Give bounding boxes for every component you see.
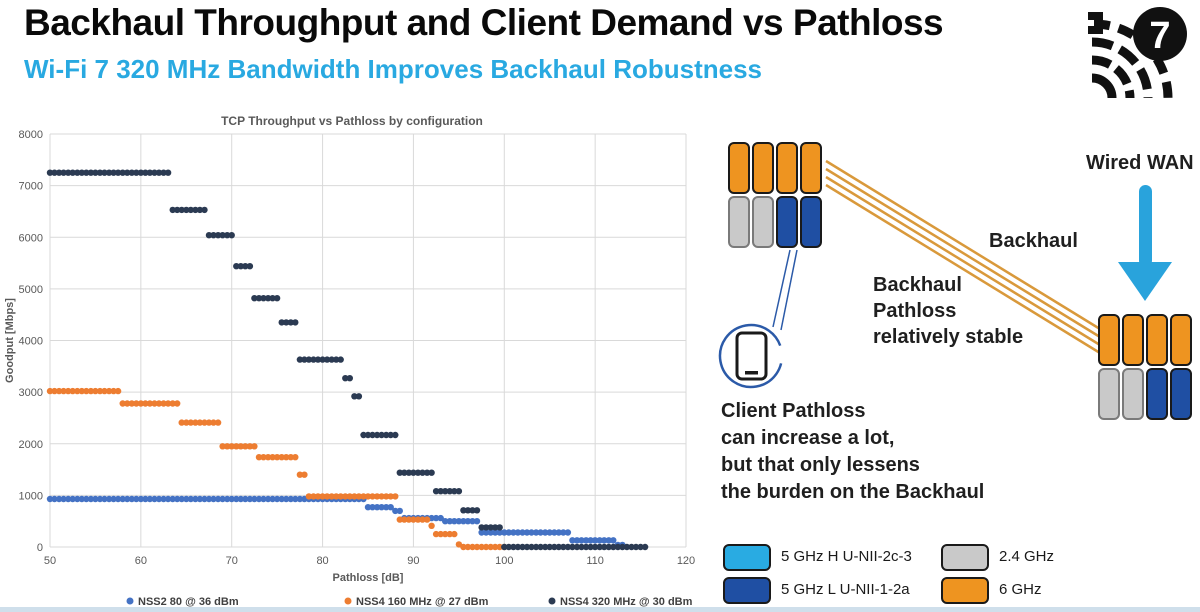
svg-text:NSS4 320 MHz @ 30 dBm: NSS4 320 MHz @ 30 dBm	[560, 596, 693, 608]
svg-text:110: 110	[586, 555, 604, 567]
legend-label-24ghz: 2.4 GHz	[999, 548, 1055, 565]
page-title: Backhaul Throughput and Client Demand vs…	[24, 2, 944, 43]
client-pathloss-note: Client Pathloss can increase a lot, but …	[721, 398, 984, 506]
ap-node-right	[1098, 314, 1192, 420]
radio-cell-6ghz	[1146, 314, 1168, 366]
svg-text:NSS4 160 MHz @ 27 dBm: NSS4 160 MHz @ 27 dBm	[356, 596, 489, 608]
radio-cell-6ghz	[1122, 314, 1144, 366]
tcp-throughput-chart: 8000 7000 6000 5000 4000 3000 2000 1000 050 60 70 8…	[4, 114, 695, 608]
svg-text:100: 100	[495, 555, 513, 567]
radio-cell-5ghz_l	[776, 196, 798, 248]
wifi7-logo-icon: 7	[1088, 7, 1187, 99]
radio-cell-6ghz	[1098, 314, 1120, 366]
backhaul-pathloss-note: Backhaul Pathloss relatively stable	[873, 272, 1023, 350]
legend-label-5ghz-h: 5 GHz H U-NII-2c-3	[781, 548, 912, 565]
svg-text:TCP Throughput vs Pathloss by: TCP Throughput vs Pathloss by configurat…	[221, 114, 483, 128]
radio-cell-24ghz	[1122, 368, 1144, 420]
client-pathloss-line2: can increase a lot,	[721, 427, 895, 449]
svg-text:6000: 6000	[19, 232, 43, 244]
legend-swatch-5ghz-l	[723, 577, 771, 604]
client-pathloss-line1: Client Pathloss	[721, 400, 866, 422]
radio-cell-24ghz	[752, 196, 774, 248]
radio-cell-6ghz	[752, 142, 774, 194]
backhaul-label: Backhaul	[989, 230, 1078, 252]
svg-text:90: 90	[407, 555, 419, 567]
client-pathloss-line3: but that only lessens	[721, 454, 920, 476]
svg-text:5000: 5000	[19, 284, 43, 296]
footer-accent-bar	[0, 607, 1200, 612]
page-subtitle: Wi-Fi 7 320 MHz Bandwidth Improves Backh…	[24, 54, 763, 84]
backhaul-pathloss-line1: Backhaul	[873, 274, 962, 296]
svg-text:NSS2 80 @ 36 dBm: NSS2 80 @ 36 dBm	[138, 596, 239, 608]
svg-text:Goodput [Mbps]: Goodput [Mbps]	[4, 298, 16, 383]
ap-node-left	[728, 142, 822, 248]
client-pathloss-line4: the burden on the Backhaul	[721, 481, 985, 503]
wired-wan-label: Wired WAN	[1086, 152, 1194, 174]
legend-label-6ghz: 6 GHz	[999, 581, 1042, 598]
svg-text:70: 70	[226, 555, 238, 567]
svg-text:80: 80	[316, 555, 328, 567]
svg-text:4000: 4000	[19, 336, 43, 348]
svg-text:50: 50	[44, 555, 56, 567]
svg-text:8000: 8000	[19, 129, 43, 141]
radio-cell-6ghz	[776, 142, 798, 194]
svg-text:60: 60	[135, 555, 147, 567]
legend-swatch-5ghz-h	[723, 544, 771, 571]
radio-cell-6ghz	[728, 142, 750, 194]
svg-text:Pathloss [dB]: Pathloss [dB]	[333, 572, 404, 584]
radio-cell-5ghz_l	[1170, 368, 1192, 420]
radio-cell-6ghz	[800, 142, 822, 194]
radio-cell-24ghz	[728, 196, 750, 248]
legend-swatch-24ghz	[941, 544, 989, 571]
backhaul-pathloss-line3: relatively stable	[873, 326, 1024, 348]
svg-text:3000: 3000	[19, 387, 43, 399]
backhaul-pathloss-line2: Pathloss	[873, 300, 957, 322]
logo-7-glyph: 7	[1149, 15, 1170, 57]
svg-text:0: 0	[37, 542, 43, 554]
radio-cell-5ghz_l	[1146, 368, 1168, 420]
svg-text:2000: 2000	[19, 439, 43, 451]
svg-text:7000: 7000	[19, 181, 43, 193]
svg-text:120: 120	[677, 555, 695, 567]
radio-cell-5ghz_l	[800, 196, 822, 248]
radio-cell-24ghz	[1098, 368, 1120, 420]
radio-cell-6ghz	[1170, 314, 1192, 366]
legend-label-5ghz-l: 5 GHz L U-NII-1-2a	[781, 581, 910, 598]
svg-text:1000: 1000	[19, 490, 43, 502]
legend-swatch-6ghz	[941, 577, 989, 604]
